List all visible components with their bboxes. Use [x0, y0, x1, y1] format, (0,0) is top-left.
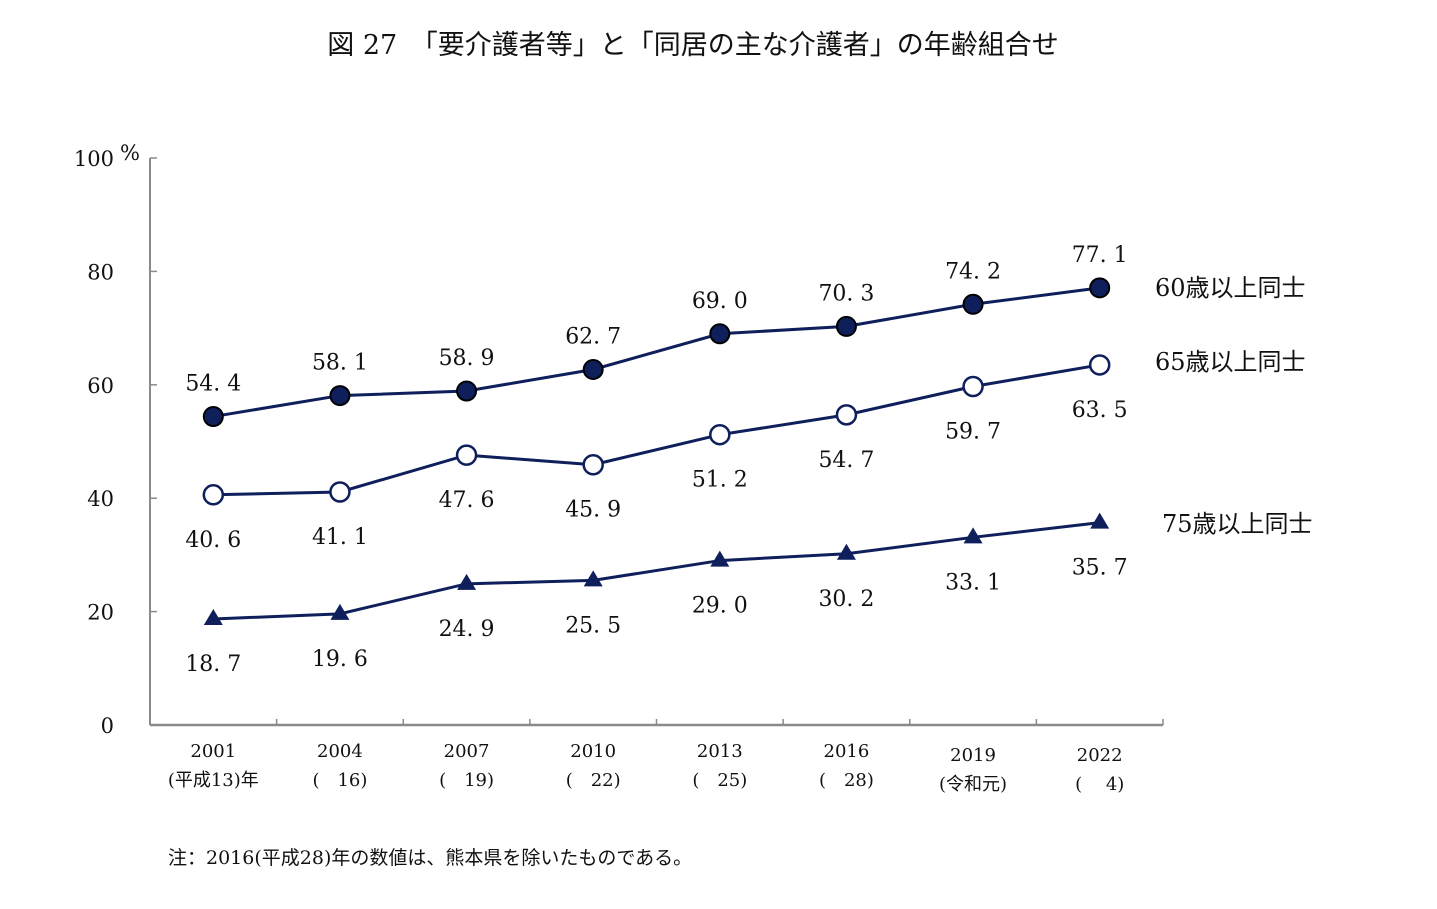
x-tick-label-era: ( 28) — [819, 770, 874, 791]
data-point-marker — [582, 358, 604, 380]
data-label: 30. 2 — [818, 587, 874, 612]
data-point-marker — [836, 543, 856, 560]
series-legend-label: 60歳以上同士 — [1155, 274, 1306, 302]
x-tick-label-year: 2022 — [1077, 745, 1123, 766]
y-tick-label: 40 — [87, 487, 114, 511]
data-label: 51. 2 — [692, 468, 748, 493]
data-label: 33. 1 — [945, 570, 1001, 595]
x-tick-label-year: 2010 — [570, 741, 616, 762]
x-tick-label-era: (平成13)年 — [168, 770, 259, 791]
data-point-marker — [583, 570, 603, 587]
x-tick-labels: 2001 (平成13)年 2004 ( 16) 2007 ( 19) 2010 ( 22) 20… — [168, 741, 1124, 795]
y-tick-label: 20 — [87, 601, 114, 625]
data-label: 18. 7 — [185, 652, 241, 677]
data-point-marker — [962, 293, 984, 315]
data-point-marker — [455, 444, 478, 466]
data-point-marker — [835, 404, 858, 426]
series-line — [213, 363, 1100, 497]
data-label: 54. 4 — [185, 372, 241, 397]
series-3: 18. 7 19. 6 24. 9 25. 5 29. 0 30. 2 33. 1 35. 7… — [185, 510, 1312, 677]
data-label: 59. 7 — [945, 420, 1001, 445]
data-label: 63. 5 — [1072, 398, 1128, 423]
series-line — [213, 286, 1100, 419]
data-point-marker — [457, 573, 477, 590]
y-tick-label: 0 — [101, 714, 114, 738]
series-group: 54. 4 58. 1 58. 9 62. 7 69. 0 70. 3 74. 2 77. 1… — [185, 243, 1312, 677]
y-tick-labels: 0 20 40 60 80 100 — [74, 147, 114, 738]
y-tick-label: 100 — [74, 147, 114, 171]
data-label: 69. 0 — [692, 289, 748, 314]
data-point-marker — [709, 323, 731, 345]
series-legend-label: 75歳以上同士 — [1162, 510, 1313, 538]
data-label: 45. 9 — [565, 498, 621, 523]
x-tick-label-year: 2004 — [317, 741, 363, 762]
data-point-marker — [330, 603, 350, 620]
data-label: 35. 7 — [1072, 556, 1128, 581]
data-label: 77. 1 — [1072, 243, 1128, 268]
data-point-marker — [835, 315, 857, 337]
x-tick-label-era: ( 19) — [439, 770, 494, 791]
data-label: 19. 6 — [312, 647, 368, 672]
series-line — [213, 521, 1100, 621]
y-tick-label: 80 — [87, 260, 114, 284]
data-point-marker — [202, 406, 224, 428]
data-point-marker — [1090, 512, 1110, 529]
data-point-marker — [963, 527, 983, 544]
data-label: 70. 3 — [818, 281, 874, 306]
y-tick-label: 60 — [87, 374, 114, 398]
data-label: 74. 2 — [945, 259, 1001, 284]
x-tick-label-era: ( 4) — [1075, 774, 1124, 795]
axes — [149, 157, 1164, 727]
data-point-marker — [456, 380, 478, 402]
x-tick-label-era: ( 16) — [312, 770, 367, 791]
series-2: 40. 6 41. 1 47. 6 45. 9 51. 2 54. 7 59. 7 63. 5… — [185, 348, 1305, 553]
data-point-marker — [329, 385, 351, 407]
data-label: 54. 7 — [818, 448, 874, 473]
x-tick-label-year: 2019 — [950, 745, 996, 766]
data-label: 25. 5 — [565, 613, 621, 638]
data-point-marker — [582, 453, 604, 476]
chart-title: 図 27 「要介護者等」と「同居の主な介護者」の年齢組合せ — [327, 30, 1058, 61]
x-tick-label-year: 2007 — [444, 741, 490, 762]
chart-note: 注：2016(平成28)年の数値は、熊本県を除いたものである。 — [168, 847, 692, 869]
x-tick-label-era: ( 25) — [692, 770, 747, 791]
x-tick-label-year: 2013 — [697, 741, 743, 762]
data-point-marker — [202, 484, 225, 506]
data-point-marker — [709, 423, 731, 446]
x-tick-label-year: 2016 — [824, 741, 870, 762]
data-label: 62. 7 — [565, 324, 621, 349]
x-tick-label-year: 2001 — [190, 741, 236, 762]
data-point-marker — [962, 375, 984, 398]
data-label: 47. 6 — [439, 488, 495, 513]
data-label: 58. 9 — [439, 346, 495, 371]
data-label: 40. 6 — [185, 528, 241, 553]
series-legend-label: 65歳以上同士 — [1155, 348, 1306, 376]
x-tick-label-era: ( 22) — [566, 770, 621, 791]
data-label: 29. 0 — [692, 594, 748, 619]
data-point-marker — [710, 550, 730, 567]
data-point-marker — [1089, 277, 1111, 299]
data-label: 24. 9 — [439, 617, 495, 642]
series-1: 54. 4 58. 1 58. 9 62. 7 69. 0 70. 3 74. 2 77. 1… — [185, 243, 1306, 428]
data-point-marker — [1088, 354, 1111, 376]
x-tick-label-era: (令和元) — [939, 774, 1007, 795]
y-unit-label: % — [120, 141, 140, 165]
data-point-marker — [329, 481, 351, 503]
data-point-marker — [203, 608, 223, 625]
data-label: 41. 1 — [312, 525, 368, 550]
data-label: 58. 1 — [312, 351, 368, 376]
